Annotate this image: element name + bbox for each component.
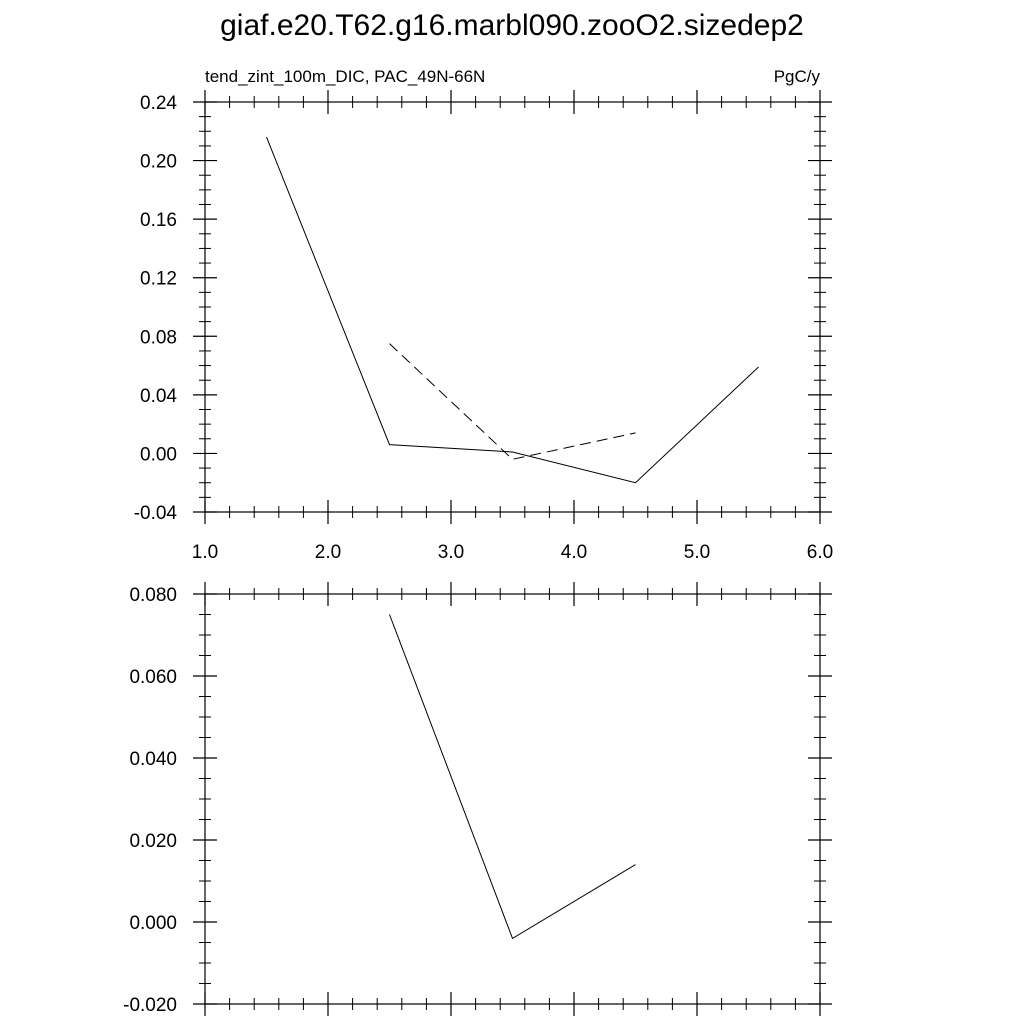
top-minor-ticks — [199, 96, 826, 518]
x-tick-label: 3.0 — [438, 542, 464, 563]
dashed-series-line — [389, 343, 636, 460]
top-left-label: tend_zint_100m_DIC, PAC_49N-66N — [205, 67, 485, 86]
bottom-plot-frame — [204, 593, 821, 1005]
x-tick-label: 1.0 — [192, 542, 218, 563]
y-tick-label: -0.020 — [123, 995, 177, 1016]
y-tick-label: 0.12 — [140, 269, 177, 290]
top-plot-frame — [204, 101, 821, 513]
y-tick-label: -0.04 — [134, 503, 178, 524]
y-tick-label: 0.24 — [140, 93, 177, 114]
y-tick-label: 0.04 — [140, 386, 177, 407]
top-series — [266, 136, 759, 484]
dashed-series-point — [511, 458, 514, 461]
y-tick-label: 0.020 — [129, 831, 177, 852]
x-tick-label: 5.0 — [684, 542, 710, 563]
y-tick-label: 0.080 — [129, 585, 177, 606]
bottom-minor-ticks — [199, 588, 826, 1010]
chart-title: giaf.e20.T62.g16.marbl090.zooO2.sizedep2 — [220, 9, 804, 42]
x-tick-label: 6.0 — [807, 542, 833, 563]
y-tick-label: 0.00 — [140, 444, 177, 465]
y-tick-label: 0.060 — [129, 667, 177, 688]
bottom-x-ticks — [204, 582, 821, 1016]
x-tick-label: 2.0 — [315, 542, 341, 563]
top-panel: 1.0 2.0 3.0 4.0 5.0 6.0 -0.04 0.00 0.04 0.08 0.12… — [134, 67, 834, 563]
top-units-label: PgC/y — [774, 67, 821, 86]
top-x-ticks: 1.0 2.0 3.0 4.0 5.0 6.0 — [192, 90, 833, 563]
solid-series-line — [266, 136, 759, 484]
x-tick-label: 4.0 — [561, 542, 587, 563]
y-tick-label: 0.16 — [140, 210, 177, 231]
y-tick-label: 0.20 — [140, 152, 177, 173]
bottom-y-ticks: -0.020 0.000 0.020 0.040 0.060 0.080 — [123, 585, 832, 1016]
bottom-panel: -0.020 0.000 0.020 0.040 0.060 0.080 — [123, 582, 832, 1016]
y-tick-label: 0.040 — [129, 749, 177, 770]
solid-series-line — [389, 614, 636, 940]
top-y-ticks: -0.04 0.00 0.04 0.08 0.12 0.16 0.20 0.24 — [134, 93, 832, 524]
bottom-series — [389, 614, 636, 940]
y-tick-label: 0.08 — [140, 327, 177, 348]
y-tick-label: 0.000 — [129, 913, 177, 934]
